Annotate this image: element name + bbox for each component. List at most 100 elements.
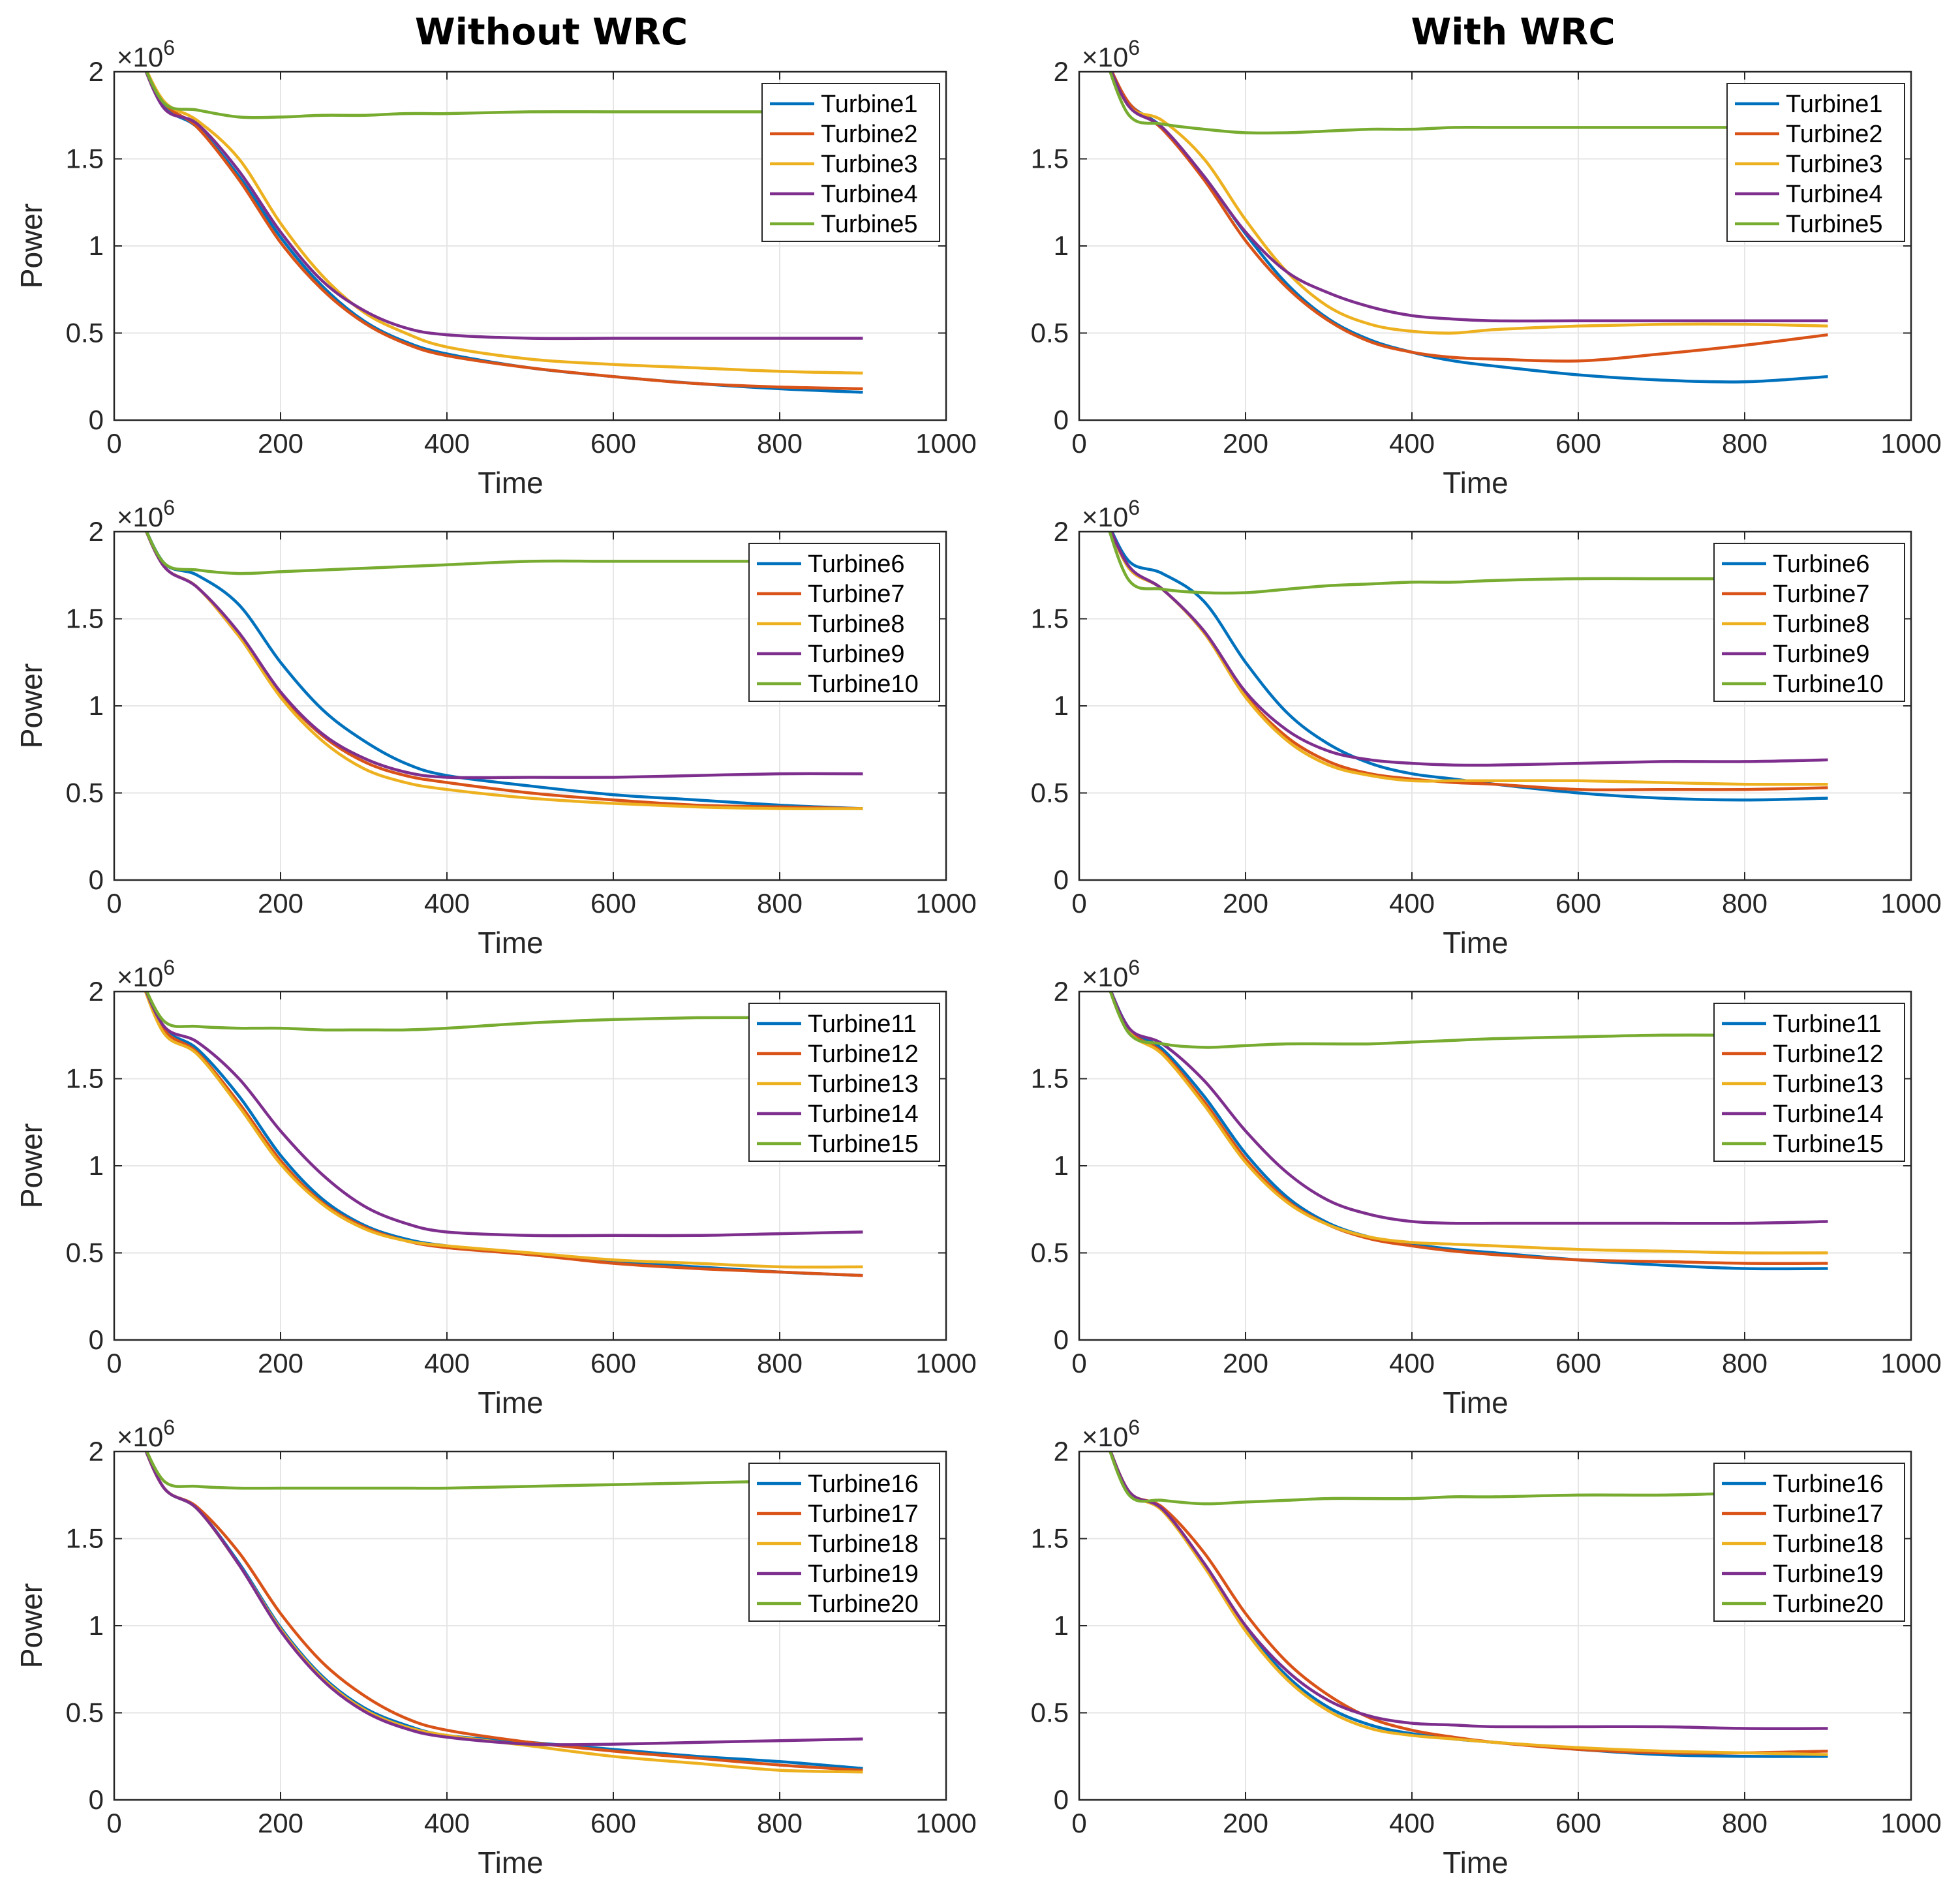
y-tick-label: 0 (89, 1784, 104, 1815)
y-tick-label: 1.5 (66, 1523, 104, 1554)
x-tick-label: 1000 (1880, 428, 1941, 459)
y-tick-label: 1 (1054, 1610, 1069, 1641)
y-tick-label: 0.5 (66, 1697, 104, 1728)
legend: Turbine11 Turbine12 Turbine13 Turbine14 Turb… (1713, 1003, 1905, 1162)
series-line-turbine9 (1110, 532, 1828, 767)
x-tick-label: 0 (1071, 1808, 1086, 1838)
x-axis-label: Time (478, 1846, 544, 1879)
exponent-base: ×10 (1082, 42, 1128, 72)
exponent-label: ×106 (1082, 36, 1140, 72)
x-tick-label: 800 (1722, 1808, 1768, 1838)
y-tick-label: 0 (1054, 864, 1069, 895)
legend-entry: Turbine8 (808, 611, 905, 638)
series-lines (1109, 992, 1828, 1271)
series-line-turbine3 (145, 72, 863, 375)
legend-entry: Turbine11 (808, 1011, 917, 1038)
y-tick-label: 1.5 (66, 603, 104, 634)
series-lines (1109, 72, 1828, 384)
exponent-base: ×10 (117, 962, 163, 992)
legend: Turbine1 Turbine2 Turbine3 Turbine4 Turbine5 (1726, 83, 1905, 242)
x-tick-label: 1000 (1880, 1808, 1941, 1838)
x-tick-label: 1000 (1880, 888, 1941, 919)
exponent-power: 6 (1128, 36, 1140, 59)
legend-entry: Turbine8 (1773, 611, 1870, 638)
column-title-without-wrc: Without WRC (415, 11, 688, 53)
series-lines (144, 992, 863, 1277)
exponent-base: ×10 (117, 1422, 163, 1452)
legend-entry: Turbine14 (1773, 1101, 1884, 1128)
y-tick-label: 1.5 (1031, 1523, 1069, 1554)
series-line-turbine13 (144, 992, 863, 1269)
y-tick-label: 0.5 (1031, 1238, 1069, 1268)
x-tick-label: 600 (1555, 1808, 1601, 1838)
legend-entry: Turbine11 (1773, 1011, 1882, 1038)
x-tick-label: 800 (757, 428, 803, 459)
series-line-turbine20 (145, 1452, 863, 1490)
x-tick-label: 400 (424, 428, 470, 459)
legend-entry: Turbine2 (821, 121, 918, 148)
legend-entry: Turbine5 (821, 211, 918, 238)
legend-entry: Turbine19 (1773, 1560, 1884, 1588)
x-axis-label: Time (478, 1386, 544, 1420)
x-tick-label: 600 (1555, 888, 1601, 919)
legend-entry: Turbine20 (808, 1590, 919, 1618)
series-line-turbine6 (1110, 532, 1828, 802)
x-tick-label: 800 (757, 1348, 803, 1378)
panel-without-wrc-row3: 0 200 400 600 800 1000 0 0.5 1 1.5 2 ×106 Time Power T… (14, 956, 977, 1420)
exponent-label: ×106 (117, 496, 175, 532)
series-line-turbine14 (144, 992, 863, 1238)
y-tick-label: 0 (89, 1324, 104, 1355)
x-tick-label: 0 (106, 1348, 121, 1378)
legend-entry: Turbine7 (1773, 581, 1870, 608)
x-tick-label: 600 (590, 428, 636, 459)
x-axis-label: Time (1443, 926, 1508, 960)
series-line-turbine17 (1109, 1452, 1828, 1755)
x-tick-label: 1000 (915, 1808, 976, 1838)
x-axis-label: Time (1443, 1386, 1508, 1420)
legend-entry: Turbine12 (808, 1041, 919, 1068)
y-tick-label: 0.5 (1031, 1697, 1069, 1728)
legend-entry: Turbine3 (1786, 151, 1883, 178)
legend-entry: Turbine1 (1786, 91, 1883, 118)
y-axis-label: Power (14, 1123, 48, 1208)
legend-entry: Turbine20 (1773, 1590, 1884, 1618)
x-tick-label: 0 (106, 888, 121, 919)
y-tick-label: 0 (1054, 404, 1069, 435)
y-tick-label: 2 (1054, 56, 1069, 87)
y-tick-label: 1.5 (1031, 144, 1069, 174)
series-line-turbine20 (1109, 1452, 1828, 1506)
x-tick-label: 1000 (915, 428, 976, 459)
series-line-turbine10 (1108, 532, 1828, 595)
exponent-label: ×106 (117, 956, 175, 992)
x-tick-label: 200 (258, 1348, 303, 1378)
y-tick-label: 2 (1054, 1436, 1069, 1467)
y-tick-label: 2 (1054, 976, 1069, 1007)
series-line-turbine4 (1109, 72, 1828, 323)
y-axis-label: Power (14, 1583, 48, 1668)
exponent-base: ×10 (1082, 962, 1128, 992)
x-tick-label: 600 (590, 1808, 636, 1838)
exponent-label: ×106 (1082, 496, 1140, 532)
panel-without-wrc-row4: 0 200 400 600 800 1000 0 0.5 1 1.5 2 ×106 Time Power T… (14, 1416, 977, 1879)
legend-entry: Turbine4 (1786, 181, 1883, 208)
y-tick-label: 2 (89, 56, 104, 87)
y-tick-label: 0.5 (66, 318, 104, 348)
x-tick-label: 800 (1722, 888, 1768, 919)
series-line-turbine4 (144, 72, 863, 341)
y-tick-label: 1 (89, 230, 104, 261)
series-line-turbine9 (144, 532, 863, 780)
series-lines (1108, 532, 1828, 802)
column-title-with-wrc: With WRC (1411, 11, 1615, 53)
exponent-label: ×106 (117, 1416, 175, 1452)
legend-entry: Turbine1 (821, 91, 918, 118)
y-axis-label: Power (14, 663, 48, 748)
legend: Turbine16Turbine17Turbine18Turbine19Turb… (1713, 1463, 1905, 1622)
y-tick-label: 1.5 (1031, 603, 1069, 634)
exponent-power: 6 (163, 956, 175, 979)
legend-entry: Turbine14 (808, 1101, 919, 1128)
exponent-base: ×10 (117, 42, 163, 72)
x-axis-label: Time (1443, 466, 1508, 500)
x-tick-label: 600 (1555, 1348, 1601, 1378)
